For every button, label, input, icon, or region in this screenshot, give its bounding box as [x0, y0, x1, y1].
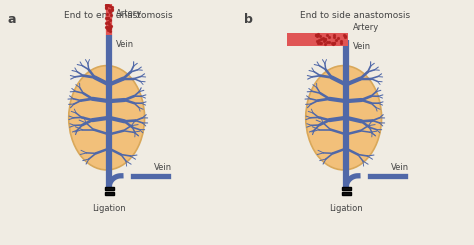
Text: Vein: Vein: [391, 163, 409, 172]
Text: Ligation: Ligation: [92, 204, 126, 213]
Text: Artery: Artery: [353, 23, 379, 32]
Text: b: b: [244, 13, 253, 26]
Text: Vein: Vein: [154, 163, 172, 172]
FancyBboxPatch shape: [341, 187, 350, 190]
Text: End to end anastomosis: End to end anastomosis: [64, 11, 173, 20]
Text: End to side anastomosis: End to side anastomosis: [301, 11, 410, 20]
FancyBboxPatch shape: [104, 192, 113, 195]
Text: Vein: Vein: [116, 40, 134, 49]
FancyBboxPatch shape: [104, 187, 113, 190]
Text: a: a: [7, 13, 16, 26]
Ellipse shape: [69, 66, 145, 170]
Bar: [287, 33, 348, 46]
Text: Vein: Vein: [353, 42, 371, 51]
Text: Artery: Artery: [116, 9, 142, 18]
Ellipse shape: [306, 66, 382, 170]
FancyBboxPatch shape: [341, 192, 350, 195]
Text: Ligation: Ligation: [329, 204, 363, 213]
